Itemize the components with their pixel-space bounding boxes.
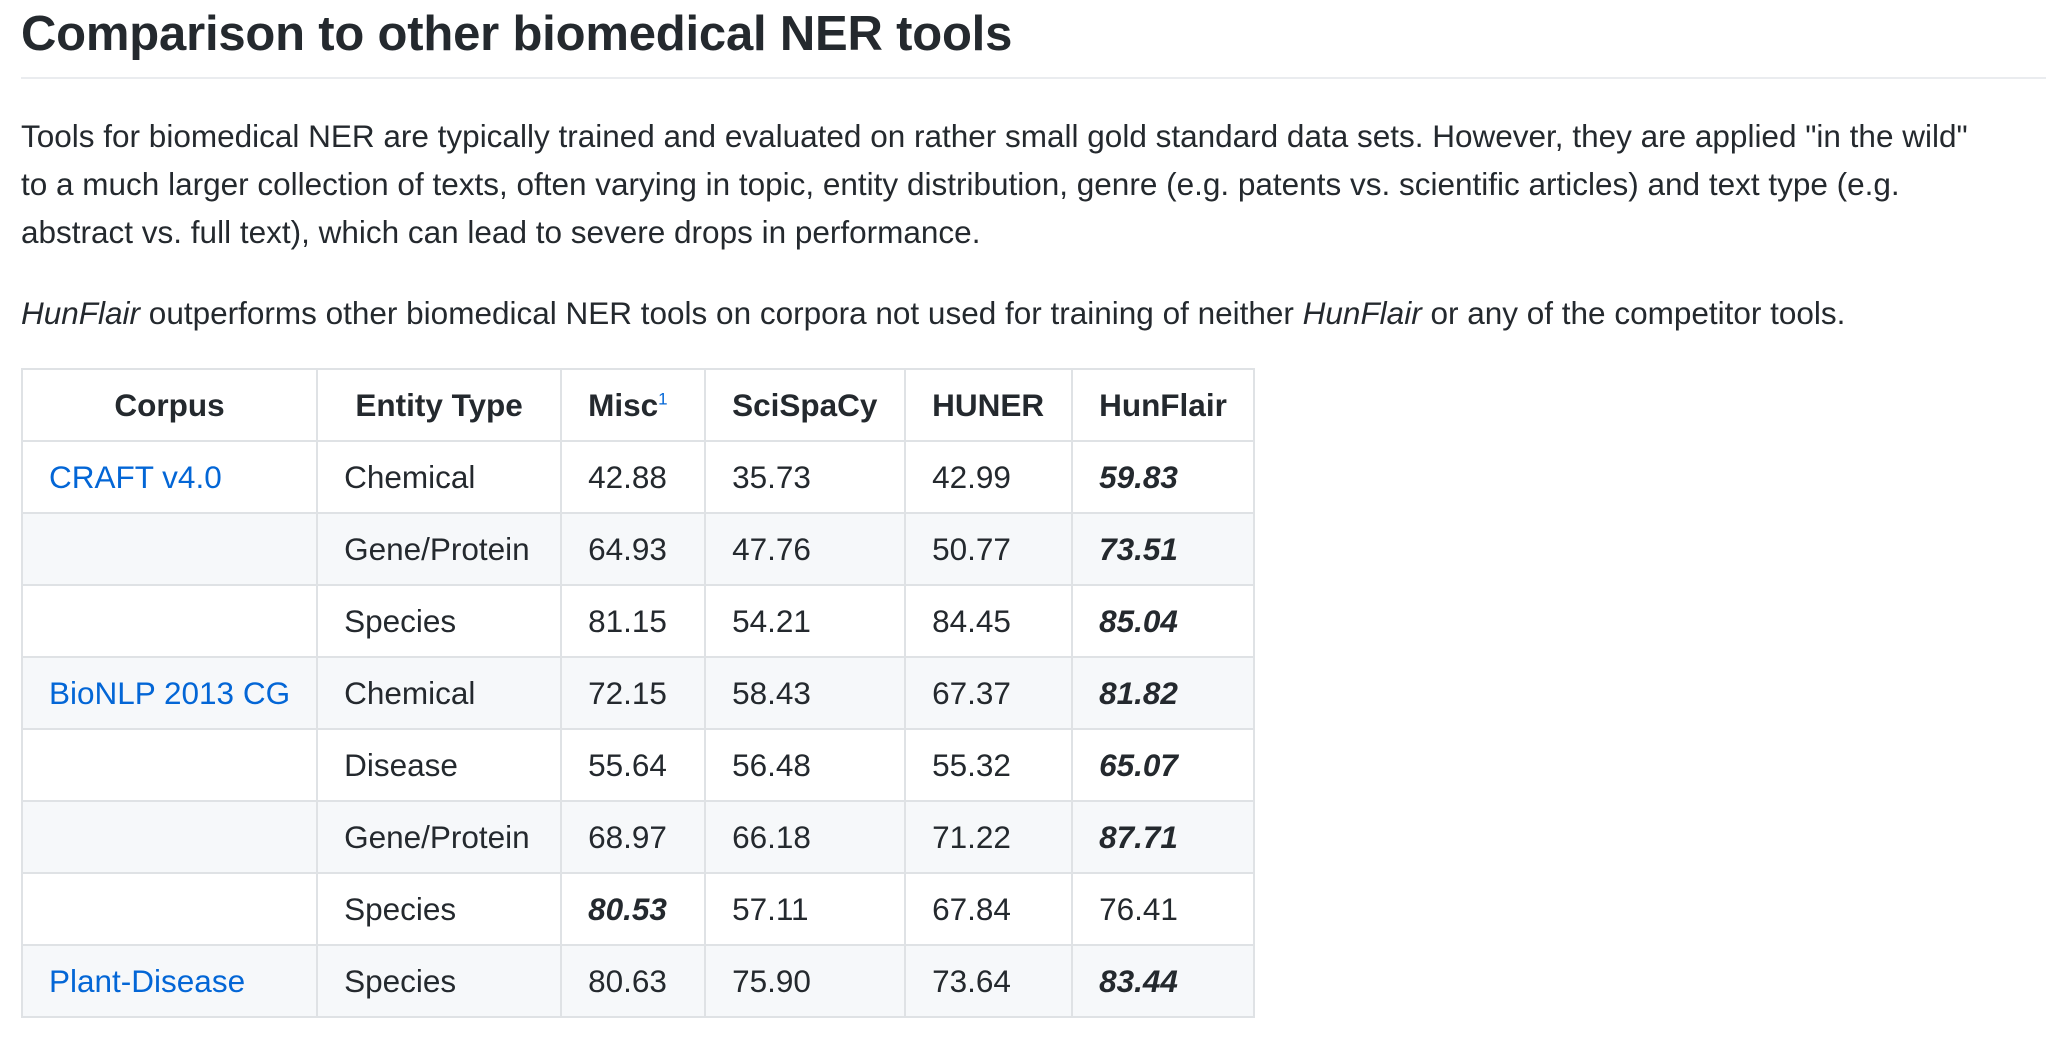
cell-score-hunflair: 76.41 — [1071, 872, 1256, 946]
header-scispacy: SciSpaCy — [704, 368, 907, 442]
corpus-link[interactable]: Plant-Disease — [49, 962, 246, 999]
intro-paragraph: Tools for biomedical NER are typically t… — [21, 112, 2025, 256]
cell-score-huner: 42.99 — [904, 440, 1074, 514]
cell-entity-type: Gene/Protein — [316, 512, 563, 586]
cell-score-hunflair: 87.71 — [1071, 800, 1256, 874]
table-row: BioNLP 2013 CG Chemical 72.15 58.43 67.37 81.… — [20, 656, 1256, 730]
header-misc-label: Misc — [588, 386, 659, 423]
cell-score-huner: 73.64 — [904, 944, 1074, 1018]
claim-text: outperforms other biomedical NER tools o… — [140, 295, 1303, 331]
footnote-ref[interactable]: 1 — [658, 389, 667, 408]
header-hunflair: HunFlair — [1071, 368, 1256, 442]
cell-corpus — [20, 800, 319, 874]
cell-score-misc: 80.53 — [560, 872, 707, 946]
cell-corpus: BioNLP 2013 CG — [20, 656, 319, 730]
cell-score-misc: 42.88 — [560, 440, 707, 514]
cell-entity-type: Chemical — [316, 656, 563, 730]
cell-score-scispacy: 66.18 — [704, 800, 907, 874]
cell-entity-type: Species — [316, 584, 563, 658]
tool-name-emphasis: HunFlair — [21, 295, 141, 331]
cell-score-huner: 50.77 — [904, 512, 1074, 586]
table-row: Disease 55.64 56.48 55.32 65.07 — [20, 728, 1256, 802]
cell-score-hunflair: 83.44 — [1071, 944, 1256, 1018]
table-row: Gene/Protein 64.93 47.76 50.77 73.51 — [20, 512, 1256, 586]
header-entity-type: Entity Type — [316, 368, 563, 442]
cell-corpus — [20, 728, 319, 802]
cell-score-hunflair: 65.07 — [1071, 728, 1256, 802]
cell-score-scispacy: 35.73 — [704, 440, 907, 514]
cell-score-huner: 67.84 — [904, 872, 1074, 946]
cell-score-scispacy: 54.21 — [704, 584, 907, 658]
cell-corpus — [20, 512, 319, 586]
table-row: Gene/Protein 68.97 66.18 71.22 87.71 — [20, 800, 1256, 874]
footnote-link[interactable]: 1 — [658, 389, 668, 408]
cell-score-scispacy: 58.43 — [704, 656, 907, 730]
intro-line: Tools for biomedical NER are typically t… — [21, 118, 1968, 154]
cell-entity-type: Species — [316, 872, 563, 946]
cell-score-huner: 84.45 — [904, 584, 1074, 658]
cell-score-hunflair: 85.04 — [1071, 584, 1256, 658]
cell-score-misc: 68.97 — [560, 800, 707, 874]
cell-score-hunflair: 81.82 — [1071, 656, 1256, 730]
header-corpus: Corpus — [20, 368, 319, 442]
cell-score-misc: 80.63 — [560, 944, 707, 1018]
cell-score-misc: 72.15 — [560, 656, 707, 730]
cell-corpus: CRAFT v4.0 — [20, 440, 319, 514]
table-row: Species 81.15 54.21 84.45 85.04 — [20, 584, 1256, 658]
cell-score-huner: 67.37 — [904, 656, 1074, 730]
cell-corpus: Plant-Disease — [20, 944, 319, 1018]
results-body: CRAFT v4.0 Chemical 42.88 35.73 42.99 59.83 Ge… — [20, 440, 1256, 1018]
cell-score-hunflair: 73.51 — [1071, 512, 1256, 586]
intro-line: to a much larger collection of texts, of… — [21, 166, 1900, 202]
cell-score-misc: 81.15 — [560, 584, 707, 658]
corpus-link[interactable]: CRAFT v4.0 — [49, 458, 222, 495]
corpus-link[interactable]: BioNLP 2013 CG — [49, 674, 291, 711]
cell-score-scispacy: 57.11 — [704, 872, 907, 946]
cell-score-misc: 64.93 — [560, 512, 707, 586]
cell-score-misc: 55.64 — [560, 728, 707, 802]
cell-score-huner: 55.32 — [904, 728, 1074, 802]
header-huner: HUNER — [904, 368, 1074, 442]
cell-entity-type: Chemical — [316, 440, 563, 514]
cell-corpus — [20, 584, 319, 658]
cell-score-scispacy: 75.90 — [704, 944, 907, 1018]
table-row: Plant-Disease Species 80.63 75.90 73.64 83.44 — [20, 944, 1256, 1018]
table-row: CRAFT v4.0 Chemical 42.88 35.73 42.99 59.83 — [20, 440, 1256, 514]
table-header-row: Corpus Entity Type Misc1 SciSpaCy HUNER … — [20, 368, 1256, 442]
section-heading: Comparison to other biomedical NER tools — [21, 7, 1013, 61]
cell-score-hunflair: 59.83 — [1071, 440, 1256, 514]
cell-entity-type: Disease — [316, 728, 563, 802]
cell-score-huner: 71.22 — [904, 800, 1074, 874]
cell-entity-type: Species — [316, 944, 563, 1018]
tool-name-emphasis: HunFlair — [1302, 295, 1422, 331]
claim-paragraph: HunFlair outperforms other biomedical NE… — [21, 289, 2025, 337]
intro-line: abstract vs. full text), which can lead … — [21, 214, 981, 250]
results-table: Corpus Entity Type Misc1 SciSpaCy HUNER … — [20, 368, 1256, 1018]
claim-text: or any of the competitor tools. — [1421, 295, 1846, 331]
cell-entity-type: Gene/Protein — [316, 800, 563, 874]
heading-divider — [21, 77, 2046, 79]
cell-score-scispacy: 56.48 — [704, 728, 907, 802]
header-misc: Misc1 — [560, 368, 707, 442]
cell-score-scispacy: 47.76 — [704, 512, 907, 586]
table-row: Species 80.53 57.11 67.84 76.41 — [20, 872, 1256, 946]
cell-corpus — [20, 872, 319, 946]
